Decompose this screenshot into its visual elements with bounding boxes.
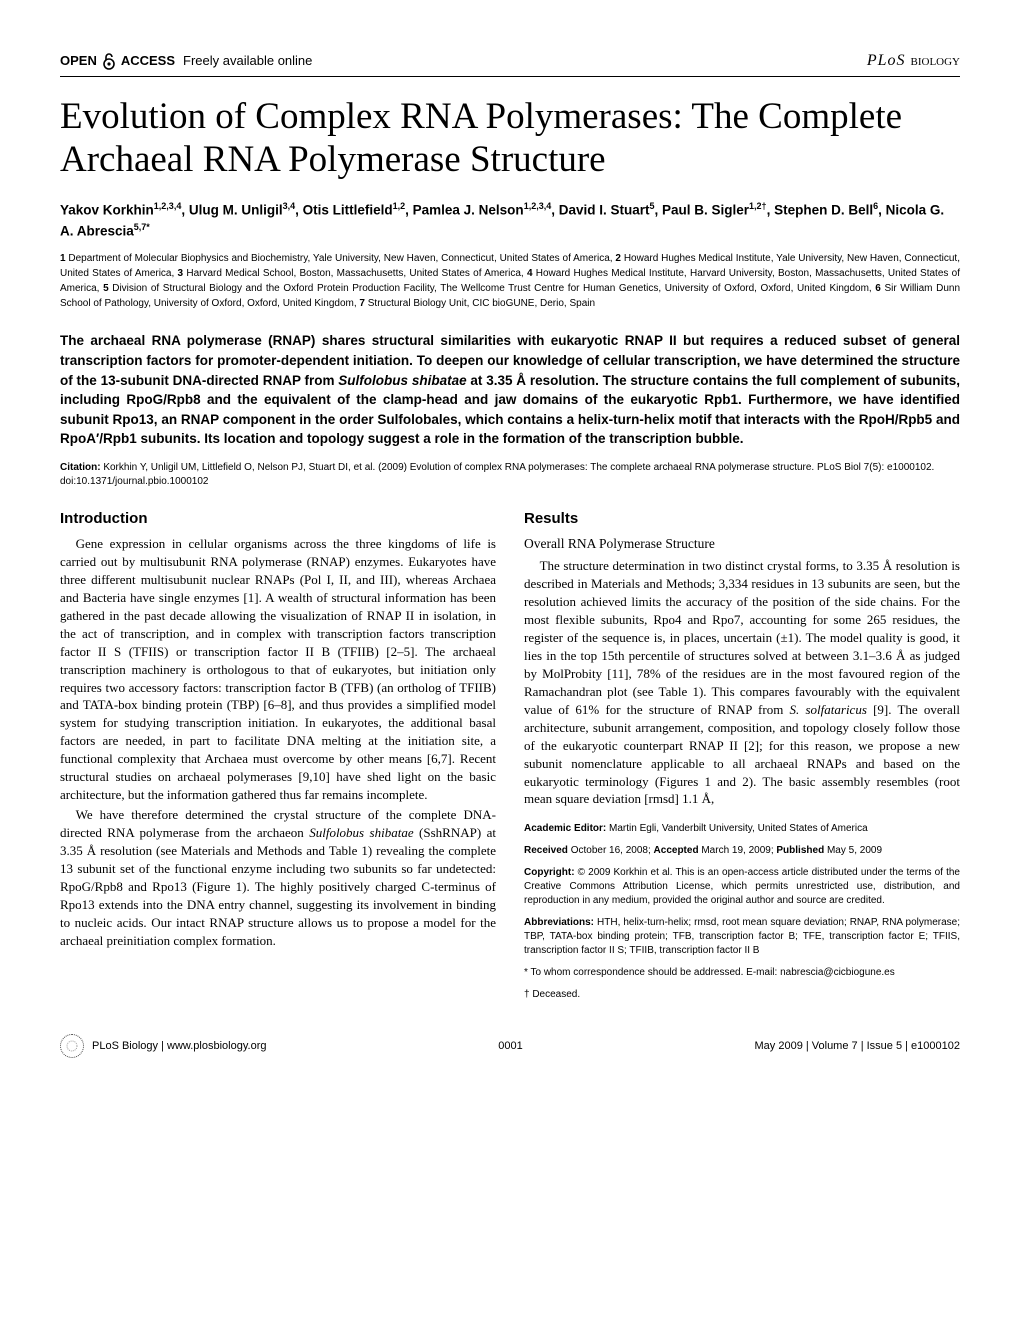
oa-open-text: OPEN <box>60 52 97 70</box>
journal-prefix: PLoS <box>867 52 906 69</box>
intro-heading: Introduction <box>60 509 496 529</box>
article-meta: Academic Editor: Martin Egli, Vanderbilt… <box>524 822 960 1002</box>
editor-text: Martin Egli, Vanderbilt University, Unit… <box>609 823 868 834</box>
journal-name: PLoS BIOLOGY <box>867 50 960 72</box>
published-label: Published <box>776 845 824 856</box>
editor-label: Academic Editor: <box>524 823 606 834</box>
results-body: The structure determination in two disti… <box>524 557 960 808</box>
two-column-body: Introduction Gene expression in cellular… <box>60 509 960 1011</box>
header-row: OPEN ACCESS Freely available online PLoS… <box>60 50 960 77</box>
results-heading: Results <box>524 509 960 529</box>
footer-row: PLoS Biology | www.plosbiology.org 0001 … <box>60 1034 960 1058</box>
open-access-badge: OPEN ACCESS Freely available online <box>60 51 312 71</box>
footer-page: 0001 <box>498 1039 522 1054</box>
citation: Citation: Korkhin Y, Unligil UM, Littlef… <box>60 461 960 489</box>
footer-url: PLoS Biology | www.plosbiology.org <box>92 1039 266 1054</box>
authors-line: Yakov Korkhin1,2,3,4, Ulug M. Unligil3,4… <box>60 200 960 242</box>
copyright-text: © 2009 Korkhin et al. This is an open-ac… <box>524 867 960 906</box>
results-subheading: Overall RNA Polymerase Structure <box>524 535 960 553</box>
received-label: Received <box>524 845 568 856</box>
citation-label: Citation: <box>60 462 101 473</box>
footer-logo-icon <box>60 1034 84 1058</box>
article-title: Evolution of Complex RNA Polymerases: Th… <box>60 95 960 182</box>
right-column: Results Overall RNA Polymerase Structure… <box>524 509 960 1011</box>
accepted-label: Accepted <box>654 845 699 856</box>
citation-text: Korkhin Y, Unligil UM, Littlefield O, Ne… <box>60 462 934 487</box>
correspondence-line: * To whom correspondence should be addre… <box>524 966 960 980</box>
abbrev-line: Abbreviations: HTH, helix-turn-helix; rm… <box>524 916 960 958</box>
dates-line: Received October 16, 2008; Accepted Marc… <box>524 844 960 858</box>
journal-suffix: BIOLOGY <box>911 56 961 68</box>
footer-left: PLoS Biology | www.plosbiology.org <box>60 1034 266 1058</box>
received-text: October 16, 2008; <box>571 845 651 856</box>
footer-issue: May 2009 | Volume 7 | Issue 5 | e1000102 <box>755 1039 961 1054</box>
copyright-label: Copyright: <box>524 867 575 878</box>
abbrev-label: Abbreviations: <box>524 917 594 928</box>
intro-para-1: Gene expression in cellular organisms ac… <box>60 535 496 804</box>
results-para-1: The structure determination in two disti… <box>524 557 960 808</box>
editor-line: Academic Editor: Martin Egli, Vanderbilt… <box>524 822 960 836</box>
accepted-text: March 19, 2009; <box>701 845 773 856</box>
deceased-line: † Deceased. <box>524 988 960 1002</box>
affiliations: 1 Department of Molecular Biophysics and… <box>60 251 960 311</box>
intro-para-2: We have therefore determined the crystal… <box>60 806 496 950</box>
left-column: Introduction Gene expression in cellular… <box>60 509 496 1011</box>
copyright-line: Copyright: © 2009 Korkhin et al. This is… <box>524 866 960 908</box>
abstract: The archaeal RNA polymerase (RNAP) share… <box>60 331 960 448</box>
published-text: May 5, 2009 <box>827 845 882 856</box>
oa-tagline: Freely available online <box>183 52 312 70</box>
open-access-icon <box>101 51 117 71</box>
oa-access-text: ACCESS <box>121 52 175 70</box>
